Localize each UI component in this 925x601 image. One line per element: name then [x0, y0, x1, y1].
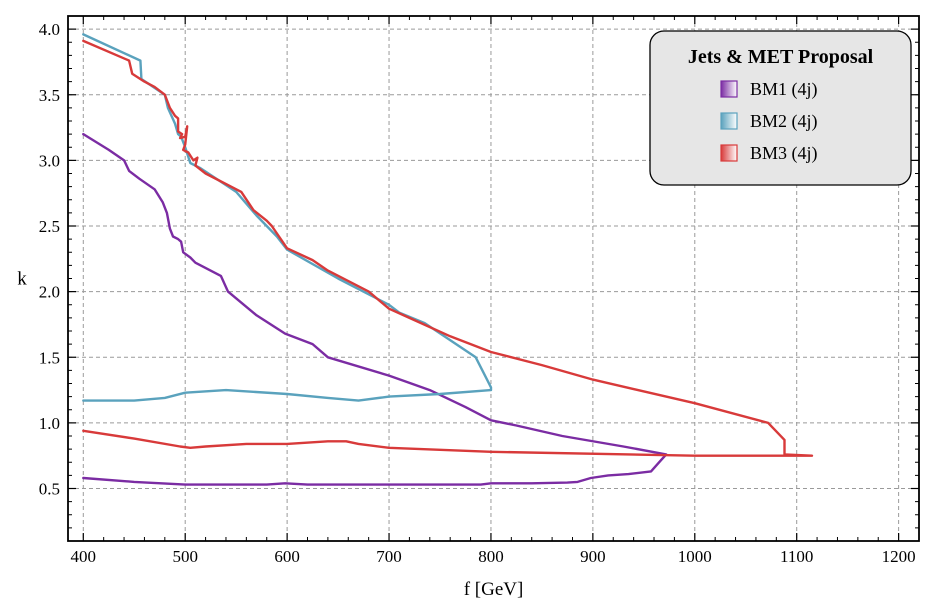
- x-tick-label: 600: [274, 547, 300, 566]
- y-tick-label: 3.5: [39, 86, 60, 105]
- legend-swatch-bm2: [720, 112, 738, 130]
- legend-label-bm3: BM3 (4j): [750, 143, 818, 164]
- x-tick-label: 400: [71, 547, 97, 566]
- y-tick-label: 2.5: [39, 217, 60, 236]
- legend-entries: BM1 (4j) BM2 (4j) BM3 (4j): [720, 79, 818, 164]
- series-group: [82, 33, 814, 486]
- y-tick-label: 1.0: [39, 414, 60, 433]
- y-tick-label: 4.0: [39, 20, 60, 39]
- y-tick-label: 2.0: [39, 283, 60, 302]
- legend-label-bm1: BM1 (4j): [750, 79, 818, 100]
- legend: Jets & MET Proposal BM1 (4j) BM2 (4j) BM3 …: [649, 30, 912, 186]
- series-line-bm3: [82, 39, 814, 457]
- legend-title: Jets & MET Proposal: [688, 46, 874, 68]
- x-tick-label: 500: [172, 547, 198, 566]
- x-tick-label: 1100: [780, 547, 813, 566]
- legend-label-bm2: BM2 (4j): [750, 111, 818, 132]
- x-axis-label: f [GeV]: [464, 579, 524, 600]
- series-line-bm1: [82, 132, 668, 486]
- y-axis-label: k: [17, 269, 27, 290]
- x-tick-label: 900: [580, 547, 606, 566]
- series-line-bm2: [82, 33, 493, 402]
- x-tick-label: 700: [376, 547, 402, 566]
- y-tick-label: 0.5: [39, 480, 60, 499]
- y-tick-label: 1.5: [39, 348, 60, 367]
- legend-box: [649, 30, 912, 186]
- axis-ticks: 400 500 600 700 800 900 1000 1100 1200 0.5 1.0 1.5 2…: [39, 16, 920, 566]
- x-tick-label: 800: [478, 547, 504, 566]
- x-tick-label: 1000: [678, 547, 712, 566]
- legend-swatch-bm1: [720, 80, 738, 98]
- x-tick-label: 1200: [882, 547, 916, 566]
- legend-swatch-bm3: [720, 144, 738, 162]
- y-tick-label: 3.0: [39, 151, 60, 170]
